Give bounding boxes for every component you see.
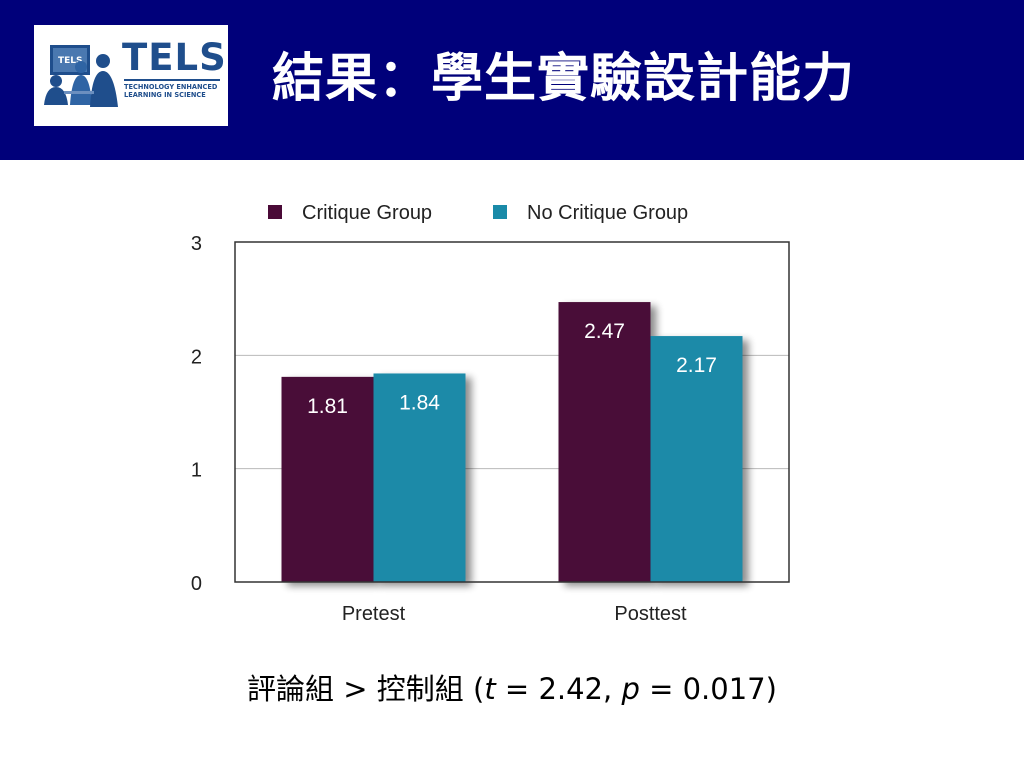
y-tick-label: 2 xyxy=(191,346,202,368)
caption-p-symbol: p xyxy=(621,672,640,706)
bar-value-label: 2.47 xyxy=(584,320,625,343)
logo-figures-icon: TELS xyxy=(44,45,118,107)
logo-divider xyxy=(124,79,220,81)
bar xyxy=(558,302,651,582)
y-tick-label: 1 xyxy=(191,460,202,482)
bar xyxy=(281,376,374,582)
caption-t-symbol: t xyxy=(484,672,496,706)
logo-word: TELS xyxy=(122,36,227,79)
bar-chart: 0 1 2 3 1.81 1.84 Pretest 2.47 2.17 Posttest Criti… xyxy=(191,202,790,625)
bar-value-label: 1.84 xyxy=(399,391,440,414)
tels-logo: TELS TELS TECHNOLOGY ENHANCED LEARNING I… xyxy=(34,25,228,126)
y-tick-label: 3 xyxy=(191,233,202,255)
legend-swatch xyxy=(268,205,282,219)
legend-label: Critique Group xyxy=(302,202,432,224)
x-category-label: Pretest xyxy=(342,603,406,625)
y-tick-label: 0 xyxy=(191,573,202,595)
caption-t-value: = 2.42, xyxy=(495,672,622,706)
bar xyxy=(650,336,743,582)
logo-subtitle: TECHNOLOGY ENHANCED LEARNING IN SCIENCE xyxy=(124,83,218,100)
statistics-caption: 評論組 > 控制組 (t = 2.42, p = 0.017) xyxy=(0,666,1024,708)
logo-screen-word: TELS xyxy=(58,56,83,66)
bar-value-label: 1.81 xyxy=(307,395,348,418)
slide-title: 結果：學生實驗設計能力 xyxy=(272,49,856,109)
slide-header: TELS TELS TECHNOLOGY ENHANCED LEARNING I… xyxy=(0,0,1024,160)
legend-swatch xyxy=(493,205,507,219)
x-category-label: Posttest xyxy=(614,603,687,625)
bar-value-label: 2.17 xyxy=(676,354,717,377)
caption-p-value: = 0.017) xyxy=(639,672,777,706)
bar xyxy=(373,373,466,582)
legend-label: No Critique Group xyxy=(527,202,688,224)
caption-prefix: 評論組 > 控制組 ( xyxy=(247,672,485,706)
plot-frame xyxy=(234,241,790,583)
